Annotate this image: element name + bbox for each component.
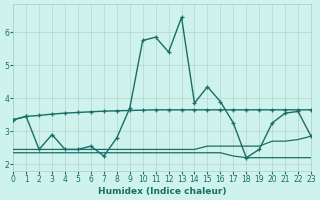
X-axis label: Humidex (Indice chaleur): Humidex (Indice chaleur) [98, 187, 226, 196]
